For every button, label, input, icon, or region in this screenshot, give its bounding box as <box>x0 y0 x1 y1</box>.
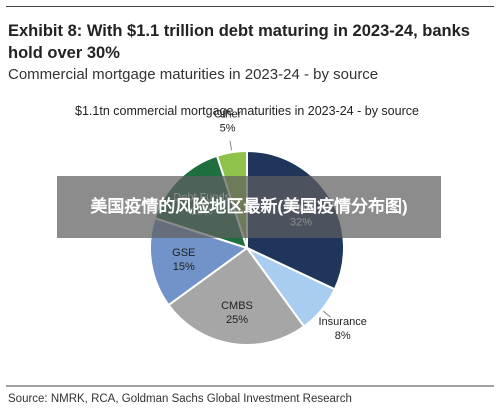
leader-line <box>229 140 233 151</box>
leader-line <box>322 310 332 318</box>
slice-label: Insurance <box>319 316 367 328</box>
top-rule <box>6 6 494 7</box>
source: Source: NMRK, RCA, Goldman Sachs Global … <box>8 393 352 405</box>
title: Exhibit 8: With $1.1 trillion debt matur… <box>8 22 470 62</box>
chart-title: $1.1tn commercial mortgage maturities in… <box>75 104 419 118</box>
slice-value-label: 5% <box>220 122 236 134</box>
pie-slice <box>167 246 306 346</box>
slice-label: GSE <box>172 247 195 259</box>
slice-value-label: 15% <box>173 261 195 273</box>
slice-label: Other <box>214 108 242 120</box>
overlay-banner: 美国疫情的风险地区最新(美国疫情分布图) <box>57 176 441 238</box>
slice-label: CMBS <box>221 300 253 312</box>
slice-value-label: 8% <box>335 330 351 342</box>
slice-value-label: 25% <box>226 314 248 326</box>
subtitle: Commercial mortgage maturities in 2023-2… <box>8 66 379 83</box>
